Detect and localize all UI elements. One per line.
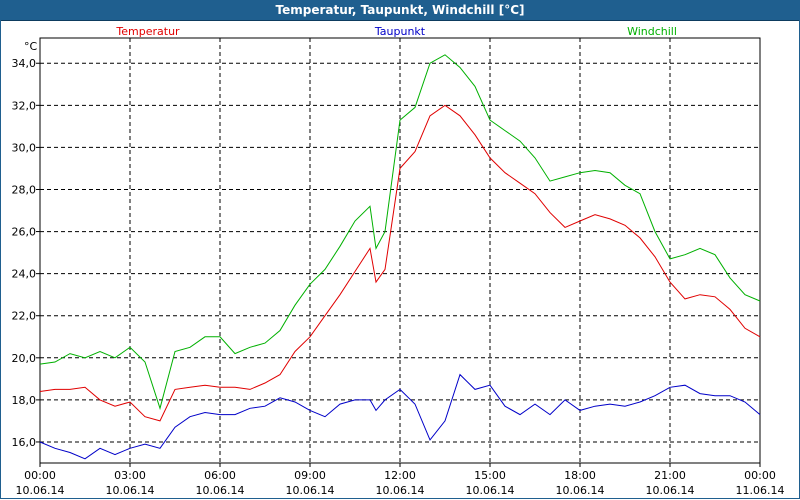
x-tick-date: 11.06.14 <box>736 484 785 497</box>
x-tick-time: 00:00 <box>24 469 56 482</box>
y-tick-label: 26,0 <box>12 226 37 239</box>
y-tick-label: 20,0 <box>12 352 37 365</box>
chart-grid <box>40 38 760 463</box>
series-line-windchill <box>39 54 761 411</box>
x-axis-ticks: 00:00 10.06.14 03:00 10.06.14 06:00 10.06.14 0… <box>16 463 785 497</box>
x-tick-time: 18:00 <box>564 469 596 482</box>
y-tick-label: 22,0 <box>12 310 37 323</box>
x-tick-time: 15:00 <box>474 469 506 482</box>
y-axis-ticks: 16,0 18,0 20,0 22,0 24,0 26,0 28,0 30,0 32,0 34,0 <box>12 57 40 449</box>
y-tick-label: 30,0 <box>12 141 37 154</box>
x-tick-time: 12:00 <box>384 469 416 482</box>
legend-item-temperatur: Temperatur <box>115 25 180 38</box>
legend-item-taupunkt: Taupunkt <box>374 25 426 38</box>
legend-item-windchill: Windchill <box>627 25 677 38</box>
series-line-temperatur <box>39 104 761 422</box>
x-tick-date: 10.06.14 <box>556 484 605 497</box>
chart-title: Temperatur, Taupunkt, Windchill [°C] <box>0 0 800 21</box>
y-tick-label: 16,0 <box>12 436 37 449</box>
x-tick-date: 10.06.14 <box>106 484 155 497</box>
y-tick-label: 18,0 <box>12 394 37 407</box>
x-tick-date: 10.06.14 <box>646 484 695 497</box>
series-line-taupunkt <box>39 373 761 460</box>
x-tick-date: 10.06.14 <box>466 484 515 497</box>
y-axis-unit: °C <box>24 40 38 53</box>
legend: Temperatur Taupunkt Windchill <box>115 25 677 38</box>
x-tick-time: 09:00 <box>294 469 326 482</box>
x-tick-date: 10.06.14 <box>196 484 245 497</box>
x-tick-date: 10.06.14 <box>376 484 425 497</box>
x-tick-date: 10.06.14 <box>16 484 65 497</box>
x-tick-date: 10.06.14 <box>286 484 335 497</box>
y-tick-label: 24,0 <box>12 268 37 281</box>
x-tick-time: 21:00 <box>654 469 686 482</box>
y-tick-label: 32,0 <box>12 99 37 112</box>
series-lines <box>39 54 761 460</box>
x-tick-time: 03:00 <box>114 469 146 482</box>
x-tick-time: 06:00 <box>204 469 236 482</box>
y-tick-label: 28,0 <box>12 183 37 196</box>
x-tick-time: 00:00 <box>744 469 776 482</box>
y-tick-label: 34,0 <box>12 57 37 70</box>
